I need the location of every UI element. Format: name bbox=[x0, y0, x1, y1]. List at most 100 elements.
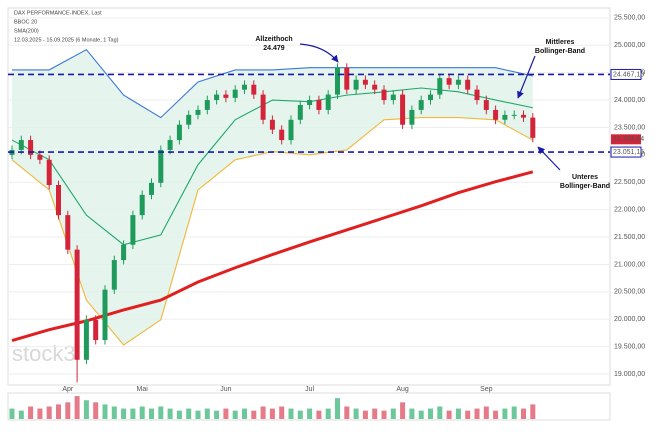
candle-body bbox=[279, 129, 285, 141]
volume-bar bbox=[455, 408, 461, 419]
candle-body bbox=[493, 109, 499, 120]
volume-bar bbox=[521, 408, 526, 419]
volume-bar bbox=[325, 408, 331, 419]
volume-bar bbox=[446, 410, 452, 419]
candle-body bbox=[186, 114, 192, 125]
volume-bar bbox=[102, 404, 108, 419]
candle-body bbox=[37, 154, 43, 160]
volume-frame bbox=[7, 392, 611, 421]
candle-body bbox=[167, 140, 173, 150]
candle-body bbox=[149, 182, 154, 195]
y-tick-label: 25.000,00 bbox=[614, 42, 645, 49]
candle-body bbox=[344, 67, 350, 90]
candle-body bbox=[65, 215, 71, 250]
volume-bar bbox=[372, 408, 378, 419]
volume-bar bbox=[297, 410, 303, 419]
indicator-line bbox=[11, 87, 533, 246]
volume-bar bbox=[121, 408, 127, 419]
candle-body bbox=[418, 100, 424, 110]
volume-bar bbox=[288, 408, 294, 419]
y-tick-label: 20.000,00 bbox=[614, 316, 645, 323]
annotation: Bollinger-Band bbox=[535, 48, 585, 55]
candle-body bbox=[428, 94, 433, 101]
candle-body bbox=[46, 159, 52, 185]
candle-body bbox=[483, 100, 489, 110]
volume-bar bbox=[195, 410, 201, 419]
candle-body bbox=[176, 124, 182, 141]
volume-bar bbox=[130, 408, 136, 419]
arrow bbox=[517, 55, 536, 99]
volume-bar bbox=[269, 408, 275, 419]
candle-body bbox=[381, 89, 387, 101]
band-fill bbox=[12, 49, 533, 345]
y-tick-label: 21.000,00 bbox=[614, 261, 645, 268]
volume-bar bbox=[316, 410, 322, 419]
annotation: Bollinger-Band bbox=[560, 183, 610, 190]
volume-bar bbox=[362, 410, 368, 419]
x-tick-label: Apr bbox=[62, 386, 74, 393]
candle-body bbox=[288, 119, 294, 141]
volume-bar bbox=[46, 406, 52, 419]
volume-bar bbox=[474, 408, 480, 419]
volume-bar bbox=[111, 406, 117, 419]
y-tick-label: 24.000,00 bbox=[614, 97, 645, 104]
candle-body bbox=[130, 215, 136, 245]
candle-body bbox=[455, 79, 461, 85]
y-tick-label: 23.500,00 bbox=[614, 124, 645, 131]
candle-body bbox=[511, 114, 517, 116]
volume-bar bbox=[465, 410, 471, 419]
x-tick-label: Jun bbox=[220, 386, 231, 393]
candle-body bbox=[502, 114, 508, 120]
volume-bar bbox=[186, 408, 192, 419]
volume-bar bbox=[251, 410, 257, 419]
y-tick-label: 22.500,00 bbox=[614, 179, 645, 186]
volume-bar bbox=[530, 404, 536, 419]
candle-body bbox=[111, 260, 117, 290]
volume-bar bbox=[260, 406, 266, 419]
candle-body bbox=[353, 79, 359, 90]
volume-bar bbox=[353, 408, 359, 419]
volume-bar bbox=[139, 406, 145, 419]
candle-body bbox=[465, 79, 471, 90]
volume-bar bbox=[167, 408, 173, 419]
y-tick-label: 22.000,00 bbox=[614, 206, 645, 213]
candle-body bbox=[223, 94, 229, 98]
candle-body bbox=[214, 94, 220, 101]
candle-body bbox=[28, 140, 34, 155]
annotation: 24.479 bbox=[263, 45, 285, 52]
volume-bar bbox=[74, 396, 80, 419]
y-tick-label: 21.500,00 bbox=[614, 234, 645, 241]
candle-body bbox=[74, 249, 80, 360]
arrow bbox=[537, 146, 561, 171]
arrow bbox=[299, 43, 339, 63]
volume-bar bbox=[56, 404, 61, 419]
candle-body bbox=[325, 94, 331, 110]
volume-bar bbox=[511, 406, 517, 419]
candle-body bbox=[362, 79, 368, 85]
volume-bar bbox=[390, 408, 396, 419]
volume-bar bbox=[18, 410, 24, 419]
plot-frame bbox=[7, 7, 611, 386]
candle-body bbox=[474, 89, 480, 101]
candle-body bbox=[372, 84, 378, 90]
candle-body bbox=[139, 194, 145, 216]
indicator-line bbox=[12, 48, 533, 119]
candle-body bbox=[195, 109, 201, 115]
volume-bar bbox=[418, 410, 424, 419]
volume-bar bbox=[28, 406, 34, 419]
volume-bar bbox=[483, 406, 489, 419]
candle-body bbox=[269, 119, 275, 130]
candle-body bbox=[446, 78, 452, 85]
legend-line: SMA(200) bbox=[14, 28, 39, 34]
volume-bar bbox=[437, 406, 443, 419]
candle-body bbox=[307, 100, 313, 105]
last-price-box bbox=[611, 134, 641, 145]
annotation: Mittleres bbox=[546, 39, 575, 46]
volume-bar bbox=[242, 408, 247, 419]
volume-bar bbox=[344, 406, 350, 419]
annotation: Allzeithoch bbox=[255, 36, 292, 43]
volume-bar bbox=[65, 402, 71, 419]
x-tick-label: Sep bbox=[480, 386, 493, 393]
candle-body bbox=[297, 104, 303, 120]
